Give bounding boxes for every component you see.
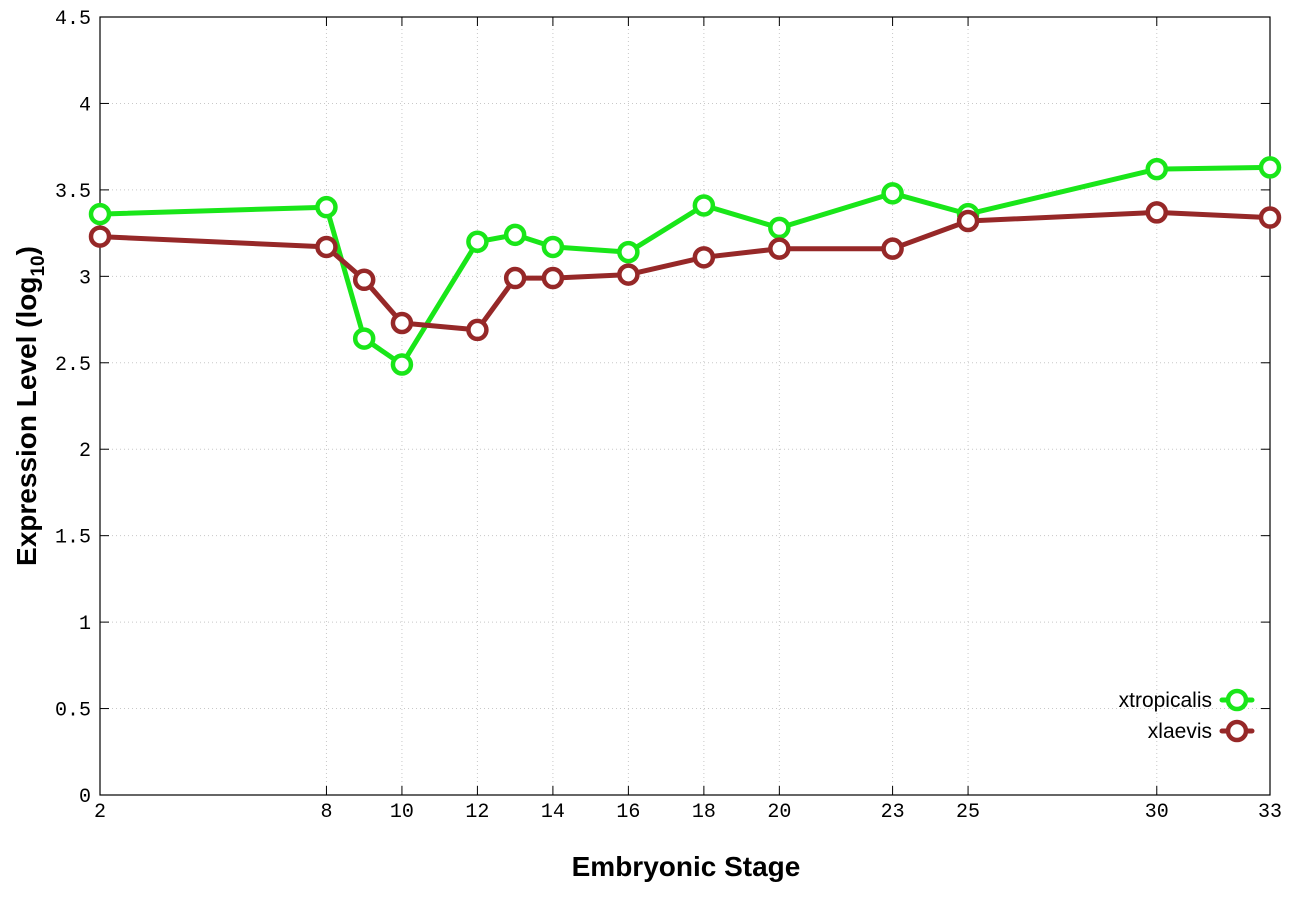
x-tick-label: 16	[616, 801, 640, 824]
data-point-xlaevis	[352, 268, 376, 292]
legend-marker-swatch	[1225, 688, 1249, 712]
plot-frame	[99, 16, 1271, 796]
y-axis-title: Expression Level (log10)	[11, 246, 49, 566]
x-tick-label: 20	[767, 801, 791, 824]
data-point-xlaevis	[1258, 206, 1282, 229]
x-tick-label: 10	[390, 801, 414, 824]
y-tick-label: 1.5	[55, 527, 91, 550]
y-tick-label: 2	[79, 440, 91, 463]
y-axis-title-subscript: 10	[28, 255, 49, 276]
data-point-xtropicalis	[692, 194, 716, 217]
data-point-xtropicalis	[1258, 156, 1282, 179]
x-tick-label: 12	[465, 801, 489, 824]
data-point-xlaevis	[541, 266, 565, 290]
data-point-xtropicalis	[315, 195, 338, 219]
series-line-xtropicalis	[97, 164, 1273, 367]
data-point-xlaevis	[768, 237, 791, 260]
legend: xtropicalis xlaevis	[1119, 688, 1255, 743]
legend-marker-swatch	[1225, 719, 1249, 743]
y-tick-label: 3	[79, 267, 91, 290]
y-axis-title-main: Expression Level (log	[11, 277, 42, 566]
data-point-xtropicalis	[390, 353, 414, 376]
x-tick-labels: 2 8 10 12 14 16 18 20 23 25 30 33	[94, 801, 1282, 824]
data-point-xlaevis	[617, 263, 640, 286]
data-point-xlaevis	[88, 225, 112, 248]
data-point-xlaevis	[956, 209, 980, 233]
data-point-xlaevis	[315, 235, 338, 259]
data-point-xlaevis	[466, 318, 489, 342]
data-point-xtropicalis	[881, 182, 904, 205]
data-point-xlaevis	[390, 311, 414, 335]
x-tick-label: 33	[1258, 801, 1282, 824]
legend-label: xtropicalis	[1119, 689, 1212, 712]
y-tick-labels: 0 0.5 1 1.5 2 2.5 3 3.5 4 4.5	[55, 8, 91, 809]
series-layer	[88, 156, 1282, 376]
y-tick-label: 0	[79, 786, 91, 809]
data-point-xlaevis	[503, 266, 527, 290]
x-tick-label: 30	[1145, 801, 1169, 824]
x-tick-label: 8	[320, 801, 332, 824]
data-point-xtropicalis	[466, 230, 489, 254]
legend-item-xtropicalis: xtropicalis	[1119, 688, 1255, 712]
y-tick-label: 3.5	[55, 181, 91, 204]
y-tick-label: 2.5	[55, 354, 91, 377]
x-tick-label: 2	[94, 801, 106, 824]
x-tick-label: 23	[881, 801, 905, 824]
y-tick-label: 0.5	[55, 700, 91, 723]
series-line-xlaevis	[97, 209, 1273, 333]
data-point-xtropicalis	[541, 235, 565, 259]
y-tick-label: 1	[79, 613, 91, 636]
y-axis-title-end: )	[11, 246, 42, 255]
series-xlaevis	[88, 201, 1282, 342]
data-point-xlaevis	[692, 246, 716, 269]
y-tick-label: 4	[79, 94, 91, 117]
data-point-xtropicalis	[352, 327, 376, 350]
data-point-xtropicalis	[617, 240, 640, 264]
y-tick-label: 4.5	[55, 8, 91, 31]
series-xtropicalis	[88, 156, 1282, 376]
legend-item-xlaevis: xlaevis	[1148, 719, 1255, 743]
data-point-xtropicalis	[1145, 157, 1169, 181]
legend-label: xlaevis	[1148, 720, 1212, 743]
data-point-xtropicalis	[768, 216, 791, 240]
data-point-xtropicalis	[88, 202, 112, 226]
x-axis-title: Embryonic Stage	[572, 851, 801, 882]
axis-ticks	[99, 16, 1271, 796]
x-tick-label: 14	[541, 801, 565, 824]
data-point-xlaevis	[881, 237, 904, 260]
data-point-xlaevis	[1145, 201, 1169, 224]
data-point-xtropicalis	[503, 223, 527, 247]
x-tick-label: 18	[692, 801, 716, 824]
grid-lines	[100, 17, 1270, 795]
x-tick-label: 25	[956, 801, 980, 824]
